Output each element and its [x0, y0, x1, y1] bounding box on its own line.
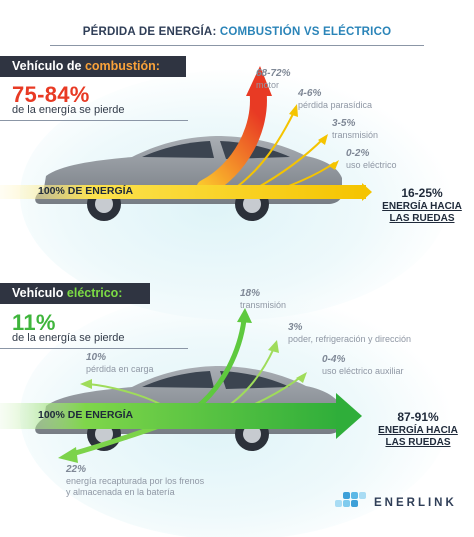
combustion-energy-bar: [0, 183, 372, 201]
combustion-loss-range: 75-84%: [12, 82, 90, 107]
electric-loss-power-label: poder, refrigeración y dirección: [288, 334, 412, 344]
electric-bar-label: 100% DE ENERGÍA: [38, 409, 134, 421]
enerlink-logo-icon: [335, 492, 366, 507]
combustion-loss-parasitic-pct: 4-6%: [298, 88, 322, 99]
electric-loss-range: 11%: [12, 310, 56, 335]
combustion-output-pct: 16-25%: [401, 186, 443, 200]
electric-loss-power-pct: 3%: [288, 322, 303, 333]
electric-regen-line1: energía recapturada por los frenos: [66, 476, 205, 486]
title-prefix: PÉRDIDA DE ENERGÍA:: [82, 26, 220, 38]
electric-divider: [0, 348, 188, 349]
combustion-loss-transmission-label: transmisión: [332, 130, 379, 140]
combustion-loss-transmission-pct: 3-5%: [332, 118, 356, 129]
electric-output-line1: ENERGÍA HACIA: [378, 425, 458, 436]
combustion-badge-accent: combustión:: [84, 59, 160, 73]
combustion-bar-label: 100% DE ENERGÍA: [38, 185, 134, 197]
combustion-output-line2: LAS RUEDAS: [389, 213, 455, 224]
brand-name: ENERLINK: [374, 497, 457, 509]
electric-loss-charging-pct: 10%: [86, 352, 107, 363]
combustion-badge-prefix: Vehículo de: [12, 59, 85, 73]
combustion-loss-motor-label: motor: [256, 80, 280, 90]
combustion-loss-electric-pct: 0-2%: [346, 148, 370, 159]
electric-regen-line2: y almacenada en la batería: [66, 487, 175, 497]
electric-output-pct: 87-91%: [397, 410, 439, 424]
combustion-divider: [0, 120, 188, 121]
electric-loss-text: de la energía se pierde: [12, 332, 125, 344]
combustion-car: [35, 136, 343, 221]
page-title: PÉRDIDA DE ENERGÍA: COMBUSTIÓN VS ELÉCTR…: [0, 26, 474, 38]
electric-badge-accent: eléctrico:: [66, 286, 123, 300]
combustion-loss-text: de la energía se pierde: [12, 104, 125, 116]
electric-loss-transmission-label: transmisión: [240, 300, 287, 310]
combustion-loss-parasitic-label: pérdida parasídica: [298, 100, 373, 110]
combustion-output-line1: ENERGÍA HACIA: [382, 201, 462, 212]
electric-regen-pct: 22%: [66, 464, 87, 475]
electric-loss-auxiliary-pct: 0-4%: [322, 354, 346, 365]
electric-loss-auxiliary-label: uso eléctrico auxiliar: [322, 366, 404, 376]
title-divider: [50, 45, 424, 46]
combustion-loss-electric-label: uso eléctrico: [346, 160, 397, 170]
electric-output-line2: LAS RUEDAS: [385, 437, 451, 448]
title-highlight: COMBUSTIÓN VS ELÉCTRICO: [219, 26, 392, 38]
electric-energy-bar: [0, 393, 362, 439]
electric-badge-prefix: Vehículo: [12, 286, 67, 300]
electric-badge: Vehículo eléctrico:: [0, 283, 150, 304]
electric-loss-charging-label: pérdida en carga: [86, 364, 154, 374]
combustion-loss-motor-pct: 68-72%: [256, 68, 291, 79]
electric-loss-transmission-pct: 18%: [240, 288, 261, 299]
combustion-badge: Vehículo de combustión:: [0, 56, 186, 77]
